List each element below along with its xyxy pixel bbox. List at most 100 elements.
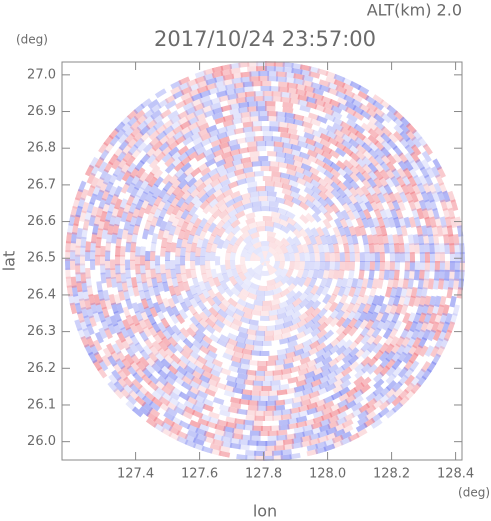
echo-cell (217, 168, 229, 178)
echo-cell (319, 138, 332, 148)
echo-cell (317, 183, 328, 194)
echo-cell (333, 371, 346, 382)
echo-cell (125, 155, 136, 167)
echo-cell (315, 226, 325, 238)
echo-cell (247, 286, 258, 295)
echo-cell (71, 223, 79, 235)
echo-cell (216, 126, 228, 135)
echo-cell (121, 358, 132, 370)
echo-cell (265, 258, 270, 262)
echo-cell (335, 277, 343, 289)
echo-cell (235, 341, 247, 349)
echo-cell (455, 216, 463, 229)
echo-cell (225, 165, 237, 174)
echo-cell (343, 88, 356, 99)
echo-cell (385, 387, 397, 399)
echo-cell (222, 73, 235, 81)
echo-cell (120, 263, 126, 275)
echo-cell (75, 236, 82, 248)
echo-cell (349, 171, 360, 183)
echo-cell (191, 404, 204, 414)
echo-cell (335, 309, 345, 321)
echo-cell (251, 201, 262, 208)
echo-cell (203, 354, 216, 364)
echo-cell (351, 98, 363, 109)
echo-cell (276, 348, 288, 356)
echo-cell (339, 252, 345, 262)
echo-cell (415, 252, 420, 263)
echo-cell (185, 242, 193, 253)
echo-cell (395, 335, 406, 348)
echo-cell (330, 234, 338, 245)
echo-cell (302, 174, 314, 184)
echo-cell (202, 183, 214, 193)
echo-cell (327, 269, 335, 280)
echo-cell (86, 184, 96, 197)
echo-cell (225, 416, 237, 424)
echo-cell (255, 330, 265, 336)
echo-cell (210, 251, 216, 261)
echo-cell (418, 174, 428, 187)
echo-cell (380, 311, 390, 324)
echo-cell (249, 151, 260, 158)
echo-cell (342, 324, 353, 336)
echo-cell (341, 346, 353, 358)
echo-cell (155, 124, 167, 135)
echo-cell (157, 369, 169, 380)
echo-cell (349, 80, 362, 91)
echo-cell (260, 260, 265, 264)
echo-cell (238, 61, 250, 68)
echo-cell (254, 176, 264, 182)
echo-cell (405, 286, 413, 299)
echo-cell (145, 356, 156, 368)
echo-cell (175, 100, 187, 110)
echo-cell (203, 109, 216, 118)
echo-cell (147, 285, 156, 297)
echo-cell (348, 269, 355, 280)
echo-cell (286, 87, 299, 95)
echo-cell (347, 354, 359, 365)
echo-cell (318, 84, 331, 93)
echo-cell (247, 106, 258, 113)
echo-cell (268, 309, 279, 316)
echo-cell (245, 409, 257, 416)
echo-cell (329, 408, 341, 418)
echo-cell (164, 99, 177, 110)
echo-cell (382, 234, 389, 245)
echo-cell (280, 224, 291, 234)
echo-cell (109, 215, 117, 227)
echo-cell (285, 346, 297, 354)
echo-cell (93, 339, 103, 352)
echo-cell (208, 411, 220, 420)
echo-cell (163, 411, 175, 422)
echo-cell (390, 208, 399, 220)
echo-cell (235, 92, 248, 99)
echo-cell (190, 194, 201, 206)
echo-cell (379, 252, 385, 263)
echo-cell (83, 315, 92, 327)
echo-cell (407, 175, 417, 187)
echo-cell (260, 160, 271, 167)
echo-cell (190, 251, 196, 261)
echo-cell (348, 340, 359, 352)
echo-cell (275, 76, 288, 83)
echo-cell (157, 321, 167, 334)
echo-cell (249, 435, 261, 441)
echo-cell (152, 119, 165, 131)
echo-cell (413, 269, 420, 281)
echo-cell (268, 241, 278, 250)
echo-cell (265, 181, 275, 187)
echo-cell (304, 291, 315, 303)
echo-cell (173, 405, 186, 416)
echo-cell (274, 359, 286, 366)
echo-cell (295, 88, 307, 96)
echo-cell (247, 146, 258, 153)
echo-cell (203, 436, 216, 445)
echo-cell (293, 385, 305, 393)
echo-cell (255, 146, 267, 152)
echo-cell (282, 142, 293, 150)
echo-cell (160, 264, 166, 275)
echo-cell (129, 119, 142, 131)
echo-cell (297, 409, 310, 418)
echo-cell (303, 326, 314, 336)
